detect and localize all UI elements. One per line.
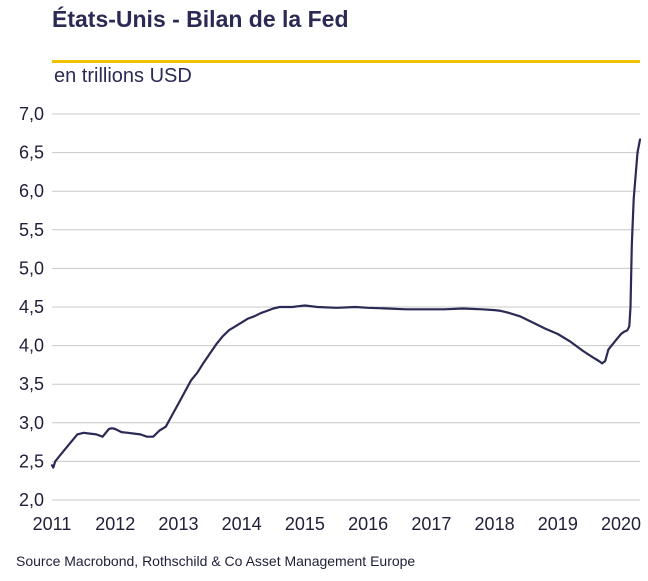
plot-area	[50, 138, 642, 469]
title-rule	[52, 60, 640, 63]
x-tick-label: 2016	[348, 514, 388, 534]
x-tick-label: 2014	[222, 514, 262, 534]
x-tick-label: 2012	[95, 514, 135, 534]
y-tick-label: 6,5	[19, 143, 44, 163]
series-line	[50, 138, 642, 469]
x-tick-label: 2017	[411, 514, 451, 534]
y-tick-label: 5,0	[19, 258, 44, 278]
x-tick-label: 2013	[158, 514, 198, 534]
y-tick-label: 4,5	[19, 297, 44, 317]
chart-title: États-Unis - Bilan de la Fed	[52, 6, 349, 32]
y-axis-ticks: 2,0 2,5 3,0 3,5 4,0 4,5 5,0 5,5 6,0 6,5 7,0	[19, 104, 44, 510]
source-note: Source Macrobond, Rothschild & Co Asset …	[16, 553, 416, 569]
y-tick-label: 4,0	[19, 336, 44, 356]
y-tick-label: 6,0	[19, 181, 44, 201]
x-tick-label: 2015	[285, 514, 325, 534]
x-tick-label: 2011	[33, 514, 72, 534]
y-tick-label: 5,5	[19, 220, 44, 240]
x-axis-ticks: 2011 2012 2013 2014 2015 2016 2017 2018 2019 2020	[33, 514, 641, 534]
y-tick-label: 3,0	[19, 413, 44, 433]
chart-subtitle: en trillions USD	[54, 65, 192, 87]
x-tick-label: 2019	[538, 514, 578, 534]
gridlines	[52, 113, 640, 501]
y-tick-label: 7,0	[19, 104, 44, 124]
y-tick-label: 3,5	[19, 374, 44, 394]
x-tick-label: 2018	[475, 514, 515, 534]
x-tick-label: 2020	[601, 514, 641, 534]
y-tick-label: 2,5	[19, 451, 44, 471]
y-tick-label: 2,0	[19, 490, 44, 510]
